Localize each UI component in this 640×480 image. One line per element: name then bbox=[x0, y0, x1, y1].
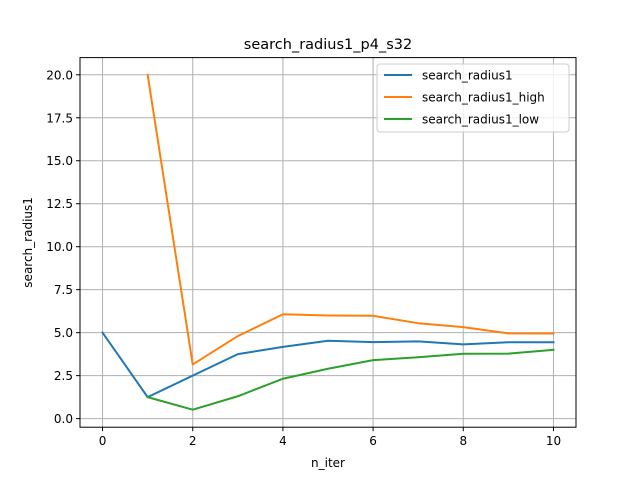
y-tick-label: 0.0 bbox=[54, 412, 73, 426]
legend-label-search-radius1-low: search_radius1_low bbox=[422, 113, 539, 127]
y-tick-label: 2.5 bbox=[54, 369, 73, 383]
x-axis-label: n_iter bbox=[311, 456, 345, 470]
y-tick-label: 12.5 bbox=[46, 197, 73, 211]
grid bbox=[80, 57, 576, 428]
y-tick-label: 15.0 bbox=[46, 154, 73, 168]
chart-title: search_radius1_p4_s32 bbox=[244, 37, 412, 53]
x-tick-label: 8 bbox=[459, 434, 467, 448]
y-axis-ticks: 0.0 2.5 5.0 7.5 10.0 12.5 15.0 17.5 20.0 bbox=[46, 68, 80, 426]
x-tick-label: 0 bbox=[99, 434, 107, 448]
series-line-search-radius1 bbox=[101, 331, 555, 399]
legend-label-search-radius1-high: search_radius1_high bbox=[422, 91, 545, 105]
legend-box bbox=[376, 63, 570, 133]
x-tick-label: 10 bbox=[546, 434, 561, 448]
x-tick-label: 4 bbox=[279, 434, 287, 448]
y-axis-label: search_radius1 bbox=[21, 197, 35, 288]
y-tick-label: 5.0 bbox=[54, 326, 73, 340]
x-tick-label: 2 bbox=[189, 434, 197, 448]
legend: search_radius1 search_radius1_high search_… bbox=[376, 63, 570, 133]
x-axis-ticks: 0 2 4 6 8 10 bbox=[99, 427, 561, 448]
y-tick-label: 20.0 bbox=[46, 68, 73, 82]
plot-frame bbox=[79, 57, 577, 428]
legend-label-search-radius1: search_radius1 bbox=[422, 69, 513, 83]
series-line-search-radius1-high bbox=[146, 73, 555, 366]
y-tick-label: 17.5 bbox=[46, 111, 73, 125]
y-tick-label: 7.5 bbox=[54, 283, 73, 297]
series-lines bbox=[101, 73, 555, 411]
x-tick-label: 6 bbox=[369, 434, 377, 448]
series-line-search-radius1-low bbox=[146, 348, 555, 411]
y-tick-label: 10.0 bbox=[46, 240, 73, 254]
